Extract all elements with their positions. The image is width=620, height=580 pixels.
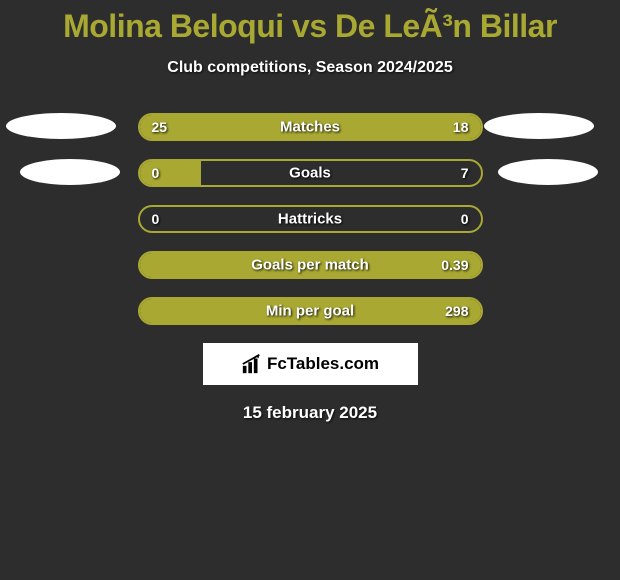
bar-chart-icon bbox=[241, 353, 263, 375]
stat-fill-left bbox=[140, 161, 201, 185]
stat-value-right: 18 bbox=[453, 119, 469, 135]
stat-label: Min per goal bbox=[266, 303, 354, 320]
stat-value-right: 7 bbox=[461, 165, 469, 181]
stat-value-right: 0.39 bbox=[441, 257, 468, 273]
player-avatar-placeholder bbox=[498, 159, 598, 185]
stat-value-left: 0 bbox=[152, 211, 160, 227]
player-avatar-placeholder bbox=[20, 159, 120, 185]
stat-label: Goals bbox=[289, 165, 331, 182]
comparison-widget: Molina Beloqui vs De LeÃ³n Billar Club c… bbox=[0, 0, 620, 423]
stat-value-right: 0 bbox=[461, 211, 469, 227]
stats-area: 25 Matches 18 0 Goals 7 0 Hattricks 0 Goals per m… bbox=[0, 113, 620, 325]
player-avatar-placeholder bbox=[6, 113, 116, 139]
player-avatar-placeholder bbox=[484, 113, 594, 139]
date: 15 february 2025 bbox=[0, 403, 620, 423]
stat-label: Goals per match bbox=[251, 257, 369, 274]
logo-text: FcTables.com bbox=[267, 354, 379, 374]
stat-row: Goals per match 0.39 bbox=[138, 251, 483, 279]
stat-label: Matches bbox=[280, 119, 340, 136]
stat-row: 0 Hattricks 0 bbox=[138, 205, 483, 233]
stat-value-left: 25 bbox=[152, 119, 168, 135]
stat-value-left: 0 bbox=[152, 165, 160, 181]
stat-value-right: 298 bbox=[445, 303, 468, 319]
subtitle: Club competitions, Season 2024/2025 bbox=[0, 59, 620, 77]
stat-row: 25 Matches 18 bbox=[138, 113, 483, 141]
stat-row: 0 Goals 7 bbox=[138, 159, 483, 187]
stat-label: Hattricks bbox=[278, 211, 342, 228]
stat-row: Min per goal 298 bbox=[138, 297, 483, 325]
source-logo: FcTables.com bbox=[203, 343, 418, 385]
page-title: Molina Beloqui vs De LeÃ³n Billar bbox=[0, 8, 620, 45]
